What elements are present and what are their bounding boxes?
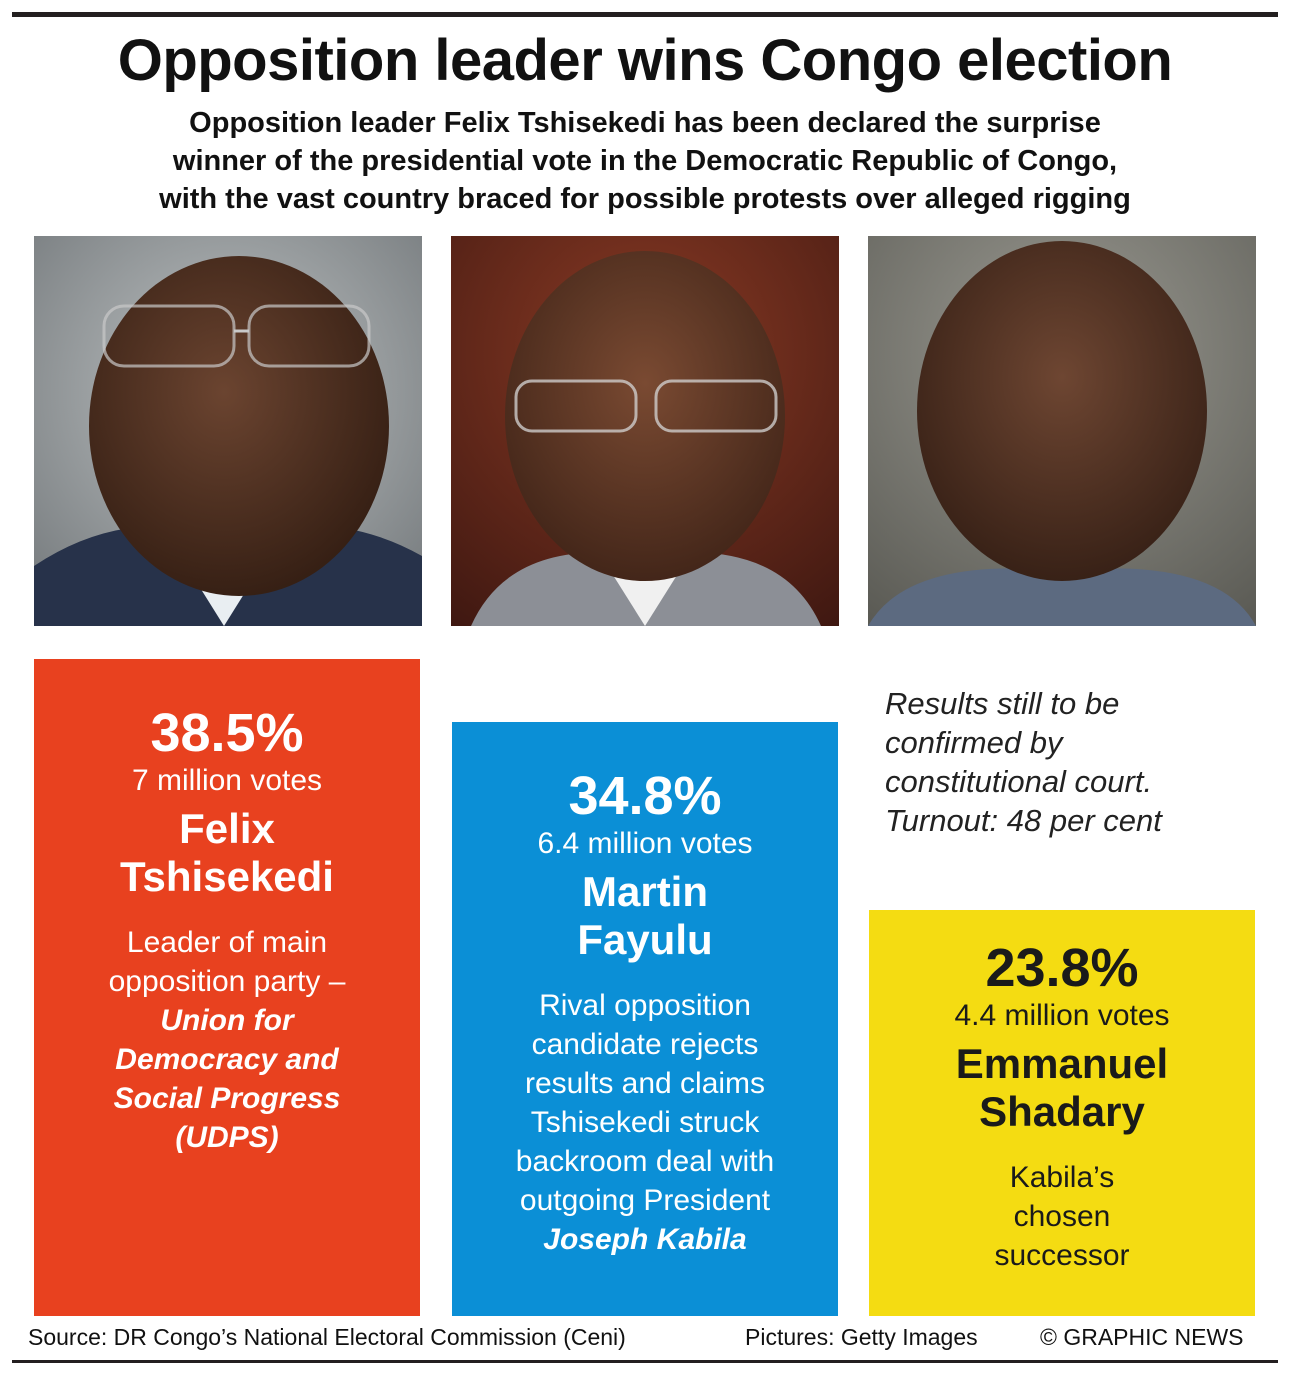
candidate-name-line: Fayulu [577, 916, 713, 963]
description-line: successor [994, 1239, 1130, 1272]
candidate-description: Kabila’s chosen successor [869, 1158, 1255, 1275]
candidate-name: Martin Fayulu [452, 868, 838, 964]
top-rule [12, 12, 1278, 17]
note-line: Turnout: 48 per cent [885, 803, 1162, 838]
candidate-name: Emmanuel Shadary [869, 1040, 1255, 1136]
intro-line: Opposition leader Felix Tshisekedi has b… [189, 107, 1101, 139]
party-name-line: (UDPS) [175, 1121, 279, 1154]
bar-shadary: 23.8% 4.4 million votes Emmanuel Shadary… [869, 910, 1255, 1316]
description-line: Tshisekedi struck [530, 1106, 760, 1139]
results-note: Results still to be confirmed by constit… [885, 684, 1275, 840]
bar-column-tshisekedi: 38.5% 7 million votes Felix Tshisekedi L… [34, 0, 420, 1316]
data-label-pct: 38.5% [150, 703, 304, 763]
candidate-name-line: Felix [179, 805, 275, 852]
description-line: candidate rejects [531, 1028, 759, 1061]
shadary-photo [868, 236, 1256, 626]
party-name-line: Democracy and [115, 1043, 339, 1076]
data-label-votes: 6.4 million votes [537, 827, 753, 860]
candidate-description: Leader of main opposition party – Union … [34, 923, 420, 1157]
note-line: Results still to be [885, 686, 1120, 721]
candidate-name-line: Shadary [979, 1088, 1145, 1135]
copyright: © GRAPHIC NEWS [1040, 1324, 1244, 1350]
fayulu-photo [451, 236, 839, 626]
description-line: backroom deal with [515, 1145, 775, 1178]
party-name-line: Union for [160, 1004, 294, 1037]
source-credit: Source: DR Congo’s National Electoral Co… [28, 1324, 626, 1350]
candidate-name-line: Tshisekedi [120, 853, 334, 900]
candidate-name: Felix Tshisekedi [34, 805, 420, 901]
bar-column-shadary: 23.8% 4.4 million votes Emmanuel Shadary… [869, 0, 1255, 1316]
note-line: confirmed by [885, 725, 1063, 760]
description-line: Kabila’s [1009, 1161, 1115, 1194]
description-line: results and claims [524, 1067, 766, 1100]
intro-line: with the vast country braced for possibl… [159, 183, 1131, 215]
candidate-name-line: Martin [582, 868, 708, 915]
pictures-credit: Pictures: Getty Images [745, 1324, 978, 1350]
party-name-line: Social Progress [113, 1082, 341, 1115]
data-label-votes: 7 million votes [131, 764, 323, 797]
bar-tshisekedi: 38.5% 7 million votes Felix Tshisekedi L… [34, 659, 420, 1316]
data-label-pct: 23.8% [985, 938, 1139, 998]
description-line: outgoing President [519, 1184, 771, 1217]
intro-line: winner of the presidential vote in the D… [172, 145, 1118, 177]
intro-text: Opposition leader Felix Tshisekedi has b… [30, 104, 1260, 218]
description-line: Rival opposition [539, 989, 751, 1022]
bottom-rule [12, 1360, 1278, 1363]
description-line: Leader of main [126, 926, 328, 959]
data-label-pct: 34.8% [568, 766, 722, 826]
description-line: opposition party – [108, 965, 346, 998]
headline: Opposition leader wins Congo election [117, 28, 1173, 93]
candidate-name-line: Emmanuel [955, 1040, 1169, 1087]
tshisekedi-photo [34, 236, 422, 626]
note-line: constitutional court. [885, 764, 1153, 799]
candidate-description: Rival opposition candidate rejects resul… [452, 986, 838, 1259]
bar-column-fayulu: 34.8% 6.4 million votes Martin Fayulu Ri… [452, 0, 838, 1316]
description-line: chosen [1013, 1200, 1111, 1233]
bar-fayulu: 34.8% 6.4 million votes Martin Fayulu Ri… [452, 722, 838, 1316]
president-name-line: Joseph Kabila [543, 1223, 747, 1256]
data-label-votes: 4.4 million votes [954, 999, 1170, 1032]
